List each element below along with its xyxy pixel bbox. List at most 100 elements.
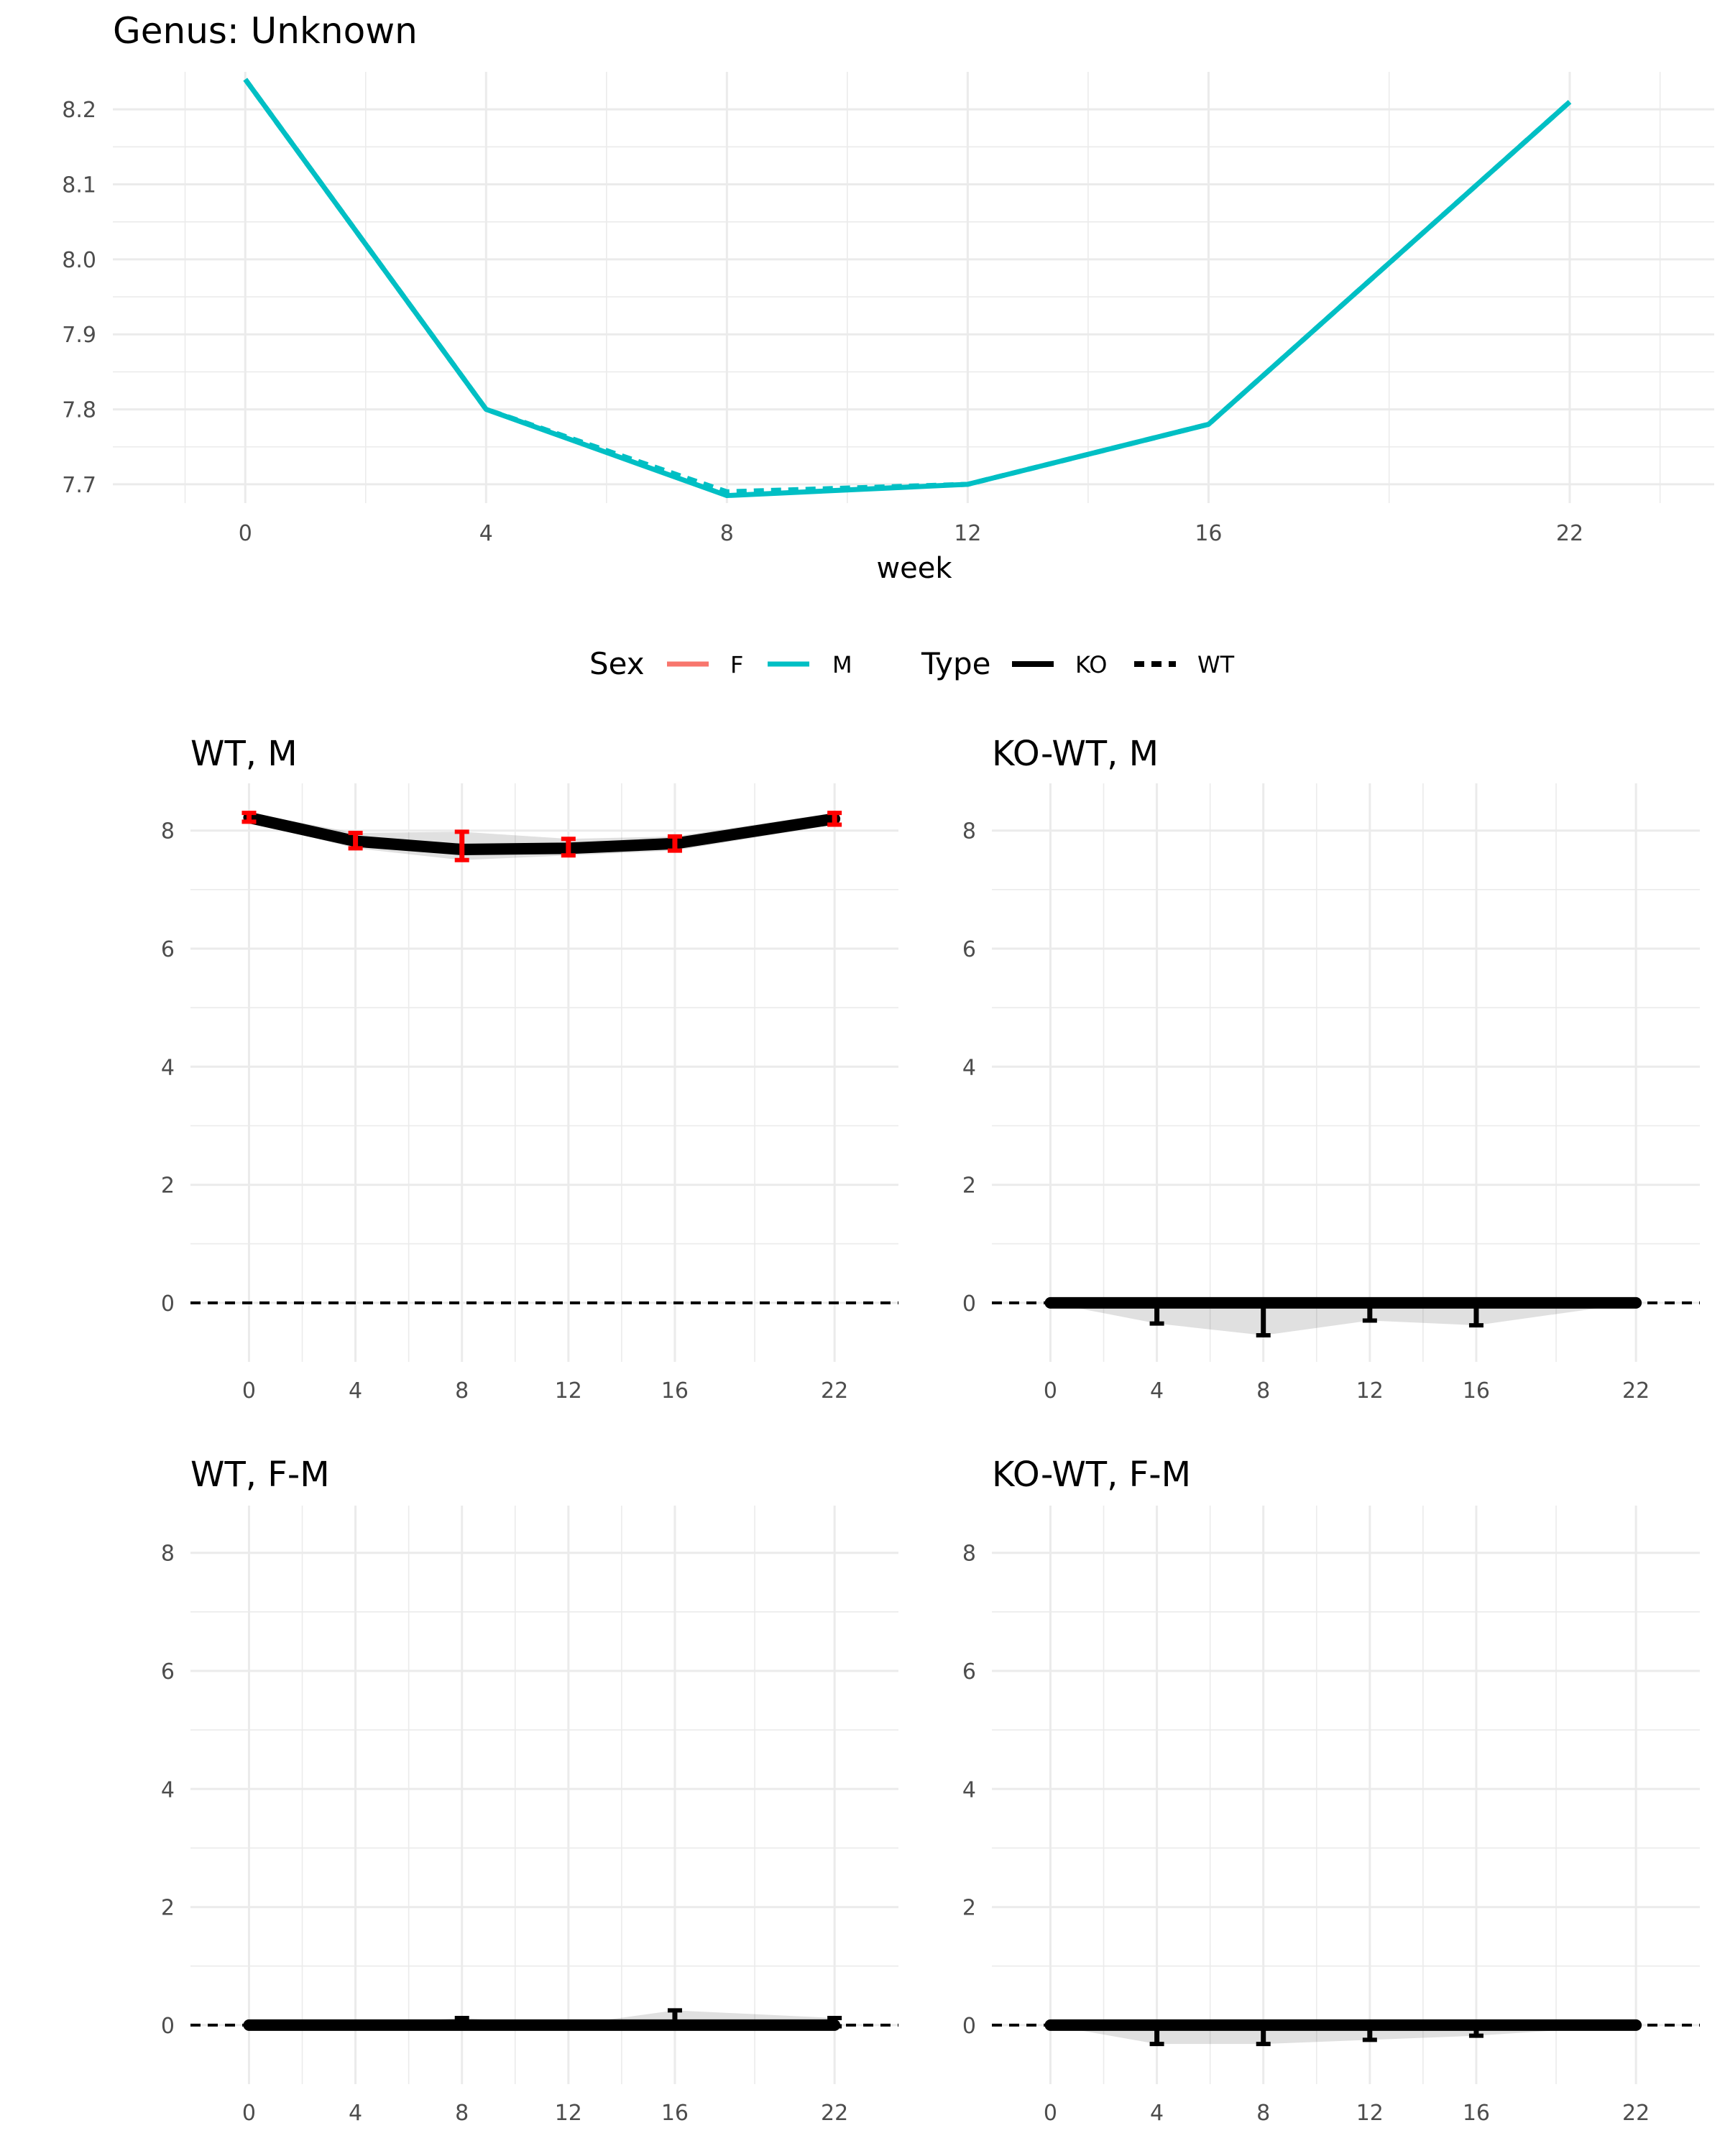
x-tick-label: 22 bbox=[1622, 2101, 1650, 2126]
error-bar bbox=[348, 831, 363, 851]
x-tick-label: 22 bbox=[821, 2101, 848, 2126]
x-tick-label: 12 bbox=[1356, 2101, 1384, 2126]
error-bar bbox=[242, 811, 257, 824]
error-bar bbox=[1256, 1299, 1271, 1338]
x-tick-label: 8 bbox=[1256, 1378, 1270, 1404]
y-tick-label: 8.1 bbox=[62, 173, 96, 198]
y-tick-label: 0 bbox=[161, 1291, 175, 1317]
series-line-m-wt bbox=[243, 78, 1572, 494]
series-line-m-ko bbox=[243, 78, 1572, 499]
facet-title-ko-wt-f-m: KO-WT, F-M bbox=[992, 1455, 1191, 1495]
x-tick-label: 16 bbox=[1195, 521, 1222, 546]
x-tick-label: 4 bbox=[1150, 2101, 1164, 2126]
top-y-tick-labels: 7.7 7.8 7.9 8.0 8.1 8.2 bbox=[62, 98, 96, 498]
x-tick-label: 22 bbox=[1622, 1378, 1650, 1404]
error-bar bbox=[561, 837, 576, 858]
y-tick-label: 6 bbox=[962, 937, 976, 962]
x-tick-label: 12 bbox=[555, 2101, 582, 2126]
facet-ko-wt-f-m: KO-WT, F-M 0 2 4 6 8 0 4 8 12 16 22 bbox=[962, 1455, 1700, 2126]
legend-title-sex: Sex bbox=[589, 646, 645, 681]
error-bar bbox=[1468, 2022, 1484, 2038]
y-tick-label: 0 bbox=[962, 2014, 976, 2039]
x-tick-label: 4 bbox=[349, 1378, 362, 1404]
error-bar bbox=[454, 2016, 469, 2029]
error-bar bbox=[1256, 2022, 1271, 2047]
error-bar bbox=[667, 834, 682, 853]
x-tick-label: 22 bbox=[1556, 521, 1583, 546]
top-x-tick-labels: 0 4 8 12 16 22 bbox=[239, 521, 1583, 546]
facet-gridlines bbox=[190, 1506, 898, 2084]
y-tick-label: 2 bbox=[161, 1174, 175, 1199]
y-tick-label: 2 bbox=[962, 1174, 976, 1199]
x-axis-title: week bbox=[876, 552, 952, 585]
error-bar bbox=[1149, 2022, 1164, 2047]
error-bar bbox=[1149, 1299, 1164, 1326]
x-tick-label: 8 bbox=[1256, 2101, 1270, 2126]
x-tick-label: 16 bbox=[1463, 1378, 1490, 1404]
x-tick-label: 8 bbox=[455, 2101, 469, 2126]
y-tick-label: 8 bbox=[962, 1542, 976, 1567]
mean-line bbox=[243, 811, 841, 855]
error-bar bbox=[1468, 1299, 1484, 1328]
legend-label-type-wt: WT bbox=[1197, 651, 1235, 678]
x-tick-label: 0 bbox=[242, 1378, 256, 1404]
x-tick-label: 12 bbox=[954, 521, 981, 546]
legend: Sex F M Type KO WT bbox=[589, 646, 1235, 681]
x-tick-label: 16 bbox=[1463, 2101, 1490, 2126]
y-tick-label: 7.9 bbox=[62, 323, 96, 348]
error-bar bbox=[1362, 2022, 1377, 2042]
facet-title-wt-m: WT, M bbox=[190, 734, 298, 774]
y-tick-label: 4 bbox=[962, 1777, 976, 1802]
x-tick-label: 12 bbox=[555, 1378, 582, 1404]
x-tick-label: 0 bbox=[1044, 1378, 1057, 1404]
legend-label-type-ko: KO bbox=[1075, 651, 1107, 678]
legend-label-sex-m: M bbox=[832, 651, 852, 678]
y-tick-label: 6 bbox=[962, 1659, 976, 1685]
x-tick-label: 4 bbox=[349, 2101, 362, 2126]
y-tick-label: 8.2 bbox=[62, 98, 96, 123]
y-tick-label: 6 bbox=[161, 1659, 175, 1685]
facet-ko-wt-m: KO-WT, M 0 2 4 6 8 0 4 8 12 16 22 bbox=[962, 734, 1700, 1404]
x-tick-label: 4 bbox=[1150, 1378, 1164, 1404]
y-tick-label: 4 bbox=[161, 1777, 175, 1802]
top-line-chart: Genus: Unknown 7.7 7.8 7.9 8.0 8.1 8.2 0 4 8 12 1… bbox=[62, 10, 1714, 585]
error-bar bbox=[1362, 1299, 1377, 1323]
facet-title-ko-wt-m: KO-WT, M bbox=[992, 734, 1159, 774]
x-tick-label: 4 bbox=[479, 521, 493, 546]
facet-gridlines bbox=[190, 783, 898, 1362]
x-tick-label: 22 bbox=[821, 1378, 848, 1404]
facet-title-wt-f-m: WT, F-M bbox=[190, 1455, 330, 1495]
x-tick-label: 0 bbox=[1044, 2101, 1057, 2126]
facet-gridlines bbox=[992, 1506, 1700, 2084]
y-tick-label: 4 bbox=[161, 1055, 175, 1080]
y-tick-label: 8.0 bbox=[62, 248, 96, 273]
y-tick-label: 7.8 bbox=[62, 398, 96, 423]
chart-title: Genus: Unknown bbox=[113, 10, 418, 52]
facet-gridlines bbox=[992, 783, 1700, 1362]
y-tick-label: 2 bbox=[161, 1896, 175, 1921]
x-tick-label: 0 bbox=[242, 2101, 256, 2126]
y-tick-label: 0 bbox=[161, 2014, 175, 2039]
top-gridlines bbox=[113, 72, 1714, 503]
x-tick-label: 8 bbox=[455, 1378, 469, 1404]
y-tick-label: 8 bbox=[161, 819, 175, 844]
legend-title-type: Type bbox=[921, 646, 990, 681]
y-tick-label: 8 bbox=[962, 819, 976, 844]
x-tick-label: 16 bbox=[661, 2101, 689, 2126]
top-series-lines bbox=[243, 78, 1572, 499]
y-tick-label: 7.7 bbox=[62, 473, 96, 498]
legend-label-sex-f: F bbox=[730, 651, 743, 678]
x-tick-label: 12 bbox=[1356, 1378, 1384, 1404]
error-bar bbox=[827, 2016, 842, 2029]
uncertainty-band bbox=[1050, 1302, 1637, 1336]
error-bar bbox=[827, 811, 842, 827]
y-tick-label: 0 bbox=[962, 1291, 976, 1317]
x-tick-label: 8 bbox=[720, 521, 734, 546]
y-tick-label: 8 bbox=[161, 1542, 175, 1567]
y-tick-label: 2 bbox=[962, 1896, 976, 1921]
error-bar bbox=[667, 2008, 682, 2030]
facet-wt-f-m: WT, F-M 0 2 4 6 8 0 4 8 12 16 22 bbox=[161, 1455, 898, 2126]
y-tick-label: 6 bbox=[161, 937, 175, 962]
facet-wt-m: WT, M 0 2 4 6 8 0 4 8 12 16 22 bbox=[161, 734, 898, 1404]
